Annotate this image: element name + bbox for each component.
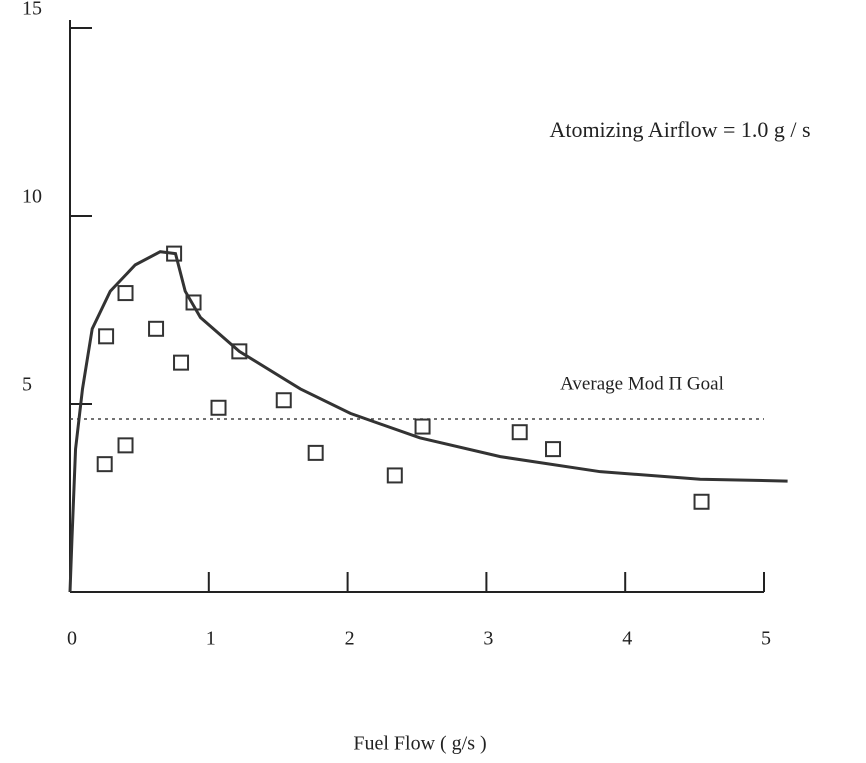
data-point (173, 354, 190, 371)
y-tick-label: 15 (22, 0, 42, 20)
data-point (98, 328, 115, 345)
fit-curve (68, 250, 788, 593)
y-tick-label: 5 (22, 374, 32, 396)
x-tick-label: 2 (345, 628, 355, 650)
y-tick-label: 10 (22, 186, 42, 208)
data-point (231, 343, 248, 360)
data-point (511, 424, 528, 441)
data-point (693, 493, 710, 510)
data-point (117, 437, 134, 454)
x-tick-label: 5 (761, 628, 771, 650)
data-point (96, 456, 113, 473)
data-point (545, 441, 562, 458)
x-axis-label: Fuel Flow ( g/s ) (353, 733, 486, 755)
annotation: Average Mod Π Goal (560, 373, 724, 394)
x-tick-label: 3 (483, 628, 493, 650)
data-point (386, 467, 403, 484)
data-point (148, 320, 165, 337)
data-point (185, 294, 202, 311)
data-point (210, 399, 227, 416)
data-point (307, 444, 324, 461)
annotation: Atomizing Airflow = 1.0 g / s (549, 117, 810, 142)
x-tick-label: 4 (622, 628, 632, 650)
x-tick-label: 1 (206, 628, 216, 650)
data-point (414, 418, 431, 435)
data-point (275, 392, 292, 409)
x-tick-label: 0 (67, 628, 77, 650)
data-point (117, 285, 134, 302)
